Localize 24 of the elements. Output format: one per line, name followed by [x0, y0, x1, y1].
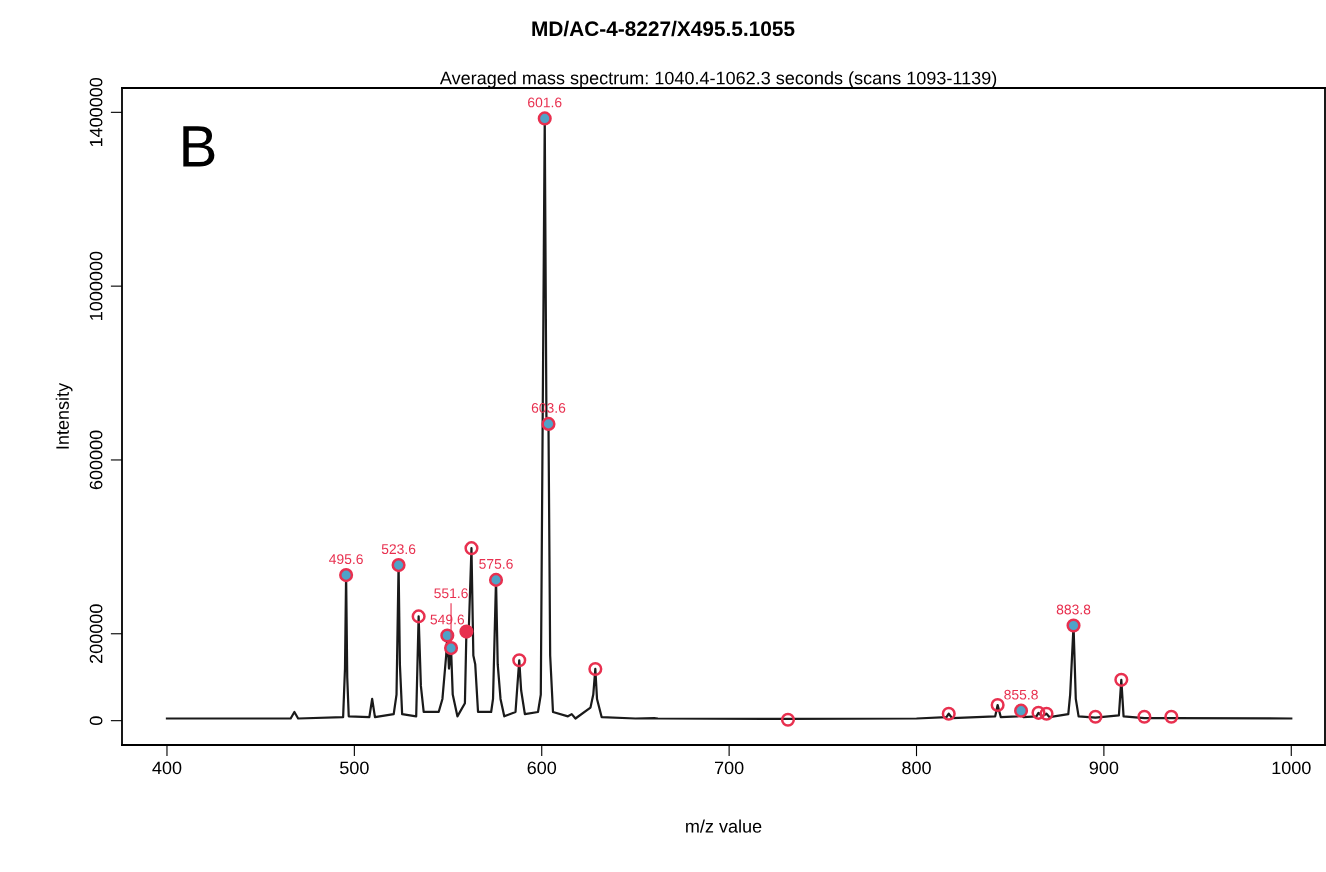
- annotation: 551.6: [434, 588, 468, 599]
- chart-title: MD/AC-4-8227/X495.5.1055: [532, 20, 795, 37]
- x-tick-label: 600: [527, 761, 557, 775]
- annotation: 523.6: [381, 544, 416, 555]
- annotation: 601.6: [528, 97, 562, 108]
- y-tick-label: 0: [89, 716, 103, 725]
- x-tick-label: 800: [902, 761, 931, 775]
- annotation: 495.6: [329, 554, 363, 565]
- annotation: 855.8: [1004, 689, 1038, 700]
- y-tick-label: 600000: [89, 430, 103, 490]
- annotation: 575.6: [479, 558, 513, 569]
- y-axis-title: Intensity: [55, 382, 73, 449]
- y-tick-label: 1400000: [89, 77, 103, 147]
- x-tick-label: 1000: [1272, 761, 1311, 775]
- x-tick-label: 900: [1089, 761, 1119, 775]
- y-tick-label: 1000000: [89, 251, 103, 320]
- x-tick-label: 500: [340, 761, 369, 775]
- x-tick-label: 700: [714, 761, 744, 775]
- x-tick-label: 400: [152, 761, 182, 775]
- chart-subtitle: Averaged mass spectrum: 1040.4-1062.3 seconds (scans 1093-1139): [439, 71, 997, 88]
- x-axis-title: m/z value: [686, 819, 762, 833]
- annotation: 883.8: [1056, 604, 1091, 615]
- annotation: B: [183, 126, 215, 167]
- y-tick-label: 200000: [89, 604, 103, 663]
